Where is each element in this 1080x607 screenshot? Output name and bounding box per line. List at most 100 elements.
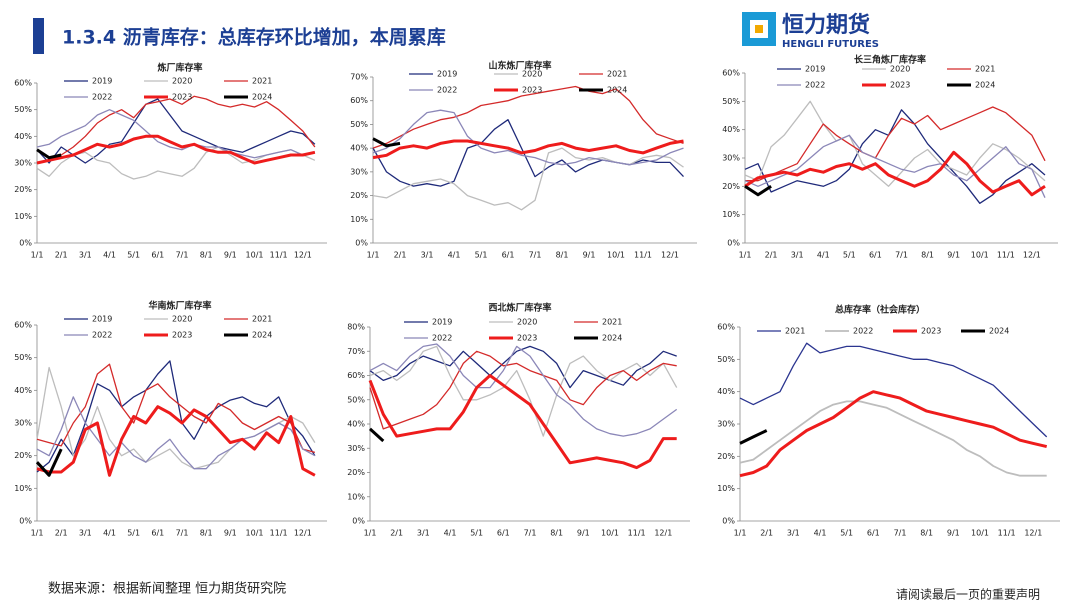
- x-tick-label: 3/1: [421, 251, 434, 260]
- x-tick-label: 1/1: [364, 529, 377, 538]
- x-tick-label: 6/1: [151, 251, 164, 260]
- x-tick-label: 3/1: [79, 251, 92, 260]
- y-tick-label: 80%: [347, 323, 365, 332]
- disclaimer: 请阅读最后一页的重要声明: [896, 587, 1040, 602]
- chart-title: 总库存率（社会库存）: [835, 304, 925, 316]
- y-tick-label: 20%: [350, 191, 368, 200]
- series-line: [36, 98, 316, 164]
- y-tick-label: 10%: [722, 210, 740, 219]
- series-line: [36, 148, 62, 160]
- legend-label: 2019: [92, 315, 112, 324]
- y-tick-label: 30%: [722, 154, 740, 163]
- x-tick-label: 6/1: [867, 529, 880, 538]
- y-tick-label: 20%: [14, 451, 32, 460]
- x-tick-label: 4/1: [814, 529, 827, 538]
- chart: 华南炼厂库存率 0% 10% 20% 30% 40% 50% 60% 1/1 2/1 3/1 4/1 5…: [14, 300, 327, 538]
- legend-label: 2022: [92, 331, 112, 340]
- legend-label: 2022: [805, 81, 825, 90]
- chart: 炼厂库存率 0% 10% 20% 30% 40% 50% 60% 1/1 2/1 3/1 4/1 5/1…: [14, 62, 327, 260]
- x-tick-label: 12/1: [294, 251, 312, 260]
- chart: 总库存率（社会库存） 0% 10% 20% 30% 40% 50% 60% 1/1 2/1 3/1 4…: [717, 304, 1060, 538]
- series-line: [372, 85, 684, 149]
- x-tick-label: 4/1: [103, 251, 116, 260]
- y-tick-label: 50%: [14, 353, 32, 362]
- y-tick-label: 60%: [14, 79, 32, 88]
- legend-label: 2021: [785, 327, 805, 336]
- y-tick-label: 40%: [14, 386, 32, 395]
- x-tick-label: 7/1: [176, 529, 189, 538]
- x-tick-label: 11/1: [628, 529, 646, 538]
- legend-label: 2022: [853, 327, 873, 336]
- series-line: [36, 396, 316, 470]
- x-tick-label: 7/1: [894, 529, 907, 538]
- series-line: [372, 137, 401, 148]
- x-tick-label: 8/1: [921, 251, 934, 260]
- y-tick-label: 20%: [722, 182, 740, 191]
- series-line: [739, 390, 1048, 478]
- x-tick-label: 6/1: [497, 529, 510, 538]
- y-tick-label: 10%: [14, 484, 32, 493]
- x-tick-label: 11/1: [998, 529, 1016, 538]
- chart: 长三角炼厂库存率 0% 10% 20% 30% 40% 50% 60% 1/1 2/1 3/1 4/1…: [722, 54, 1058, 260]
- x-tick-label: 8/1: [200, 529, 213, 538]
- logo-text: 恒力期货: [782, 12, 870, 38]
- legend-label: 2019: [432, 318, 452, 327]
- y-tick-label: 30%: [347, 444, 365, 453]
- chart-title: 炼厂库存率: [157, 62, 202, 74]
- logo: 恒力期货 HENGLI FUTURES: [742, 12, 879, 50]
- y-tick-label: 60%: [722, 69, 740, 78]
- x-tick-label: 6/1: [869, 251, 882, 260]
- x-tick-label: 9/1: [947, 251, 960, 260]
- x-tick-label: 10/1: [971, 251, 989, 260]
- series-line: [372, 139, 684, 160]
- series-line: [372, 109, 684, 166]
- x-tick-label: 1/1: [739, 251, 752, 260]
- series-line: [744, 185, 772, 197]
- y-tick-label: 20%: [717, 452, 735, 461]
- series-line: [739, 429, 768, 445]
- y-tick-label: 60%: [350, 96, 368, 105]
- x-tick-label: 8/1: [550, 529, 563, 538]
- x-tick-label: 11/1: [270, 529, 288, 538]
- x-tick-label: 5/1: [127, 251, 140, 260]
- y-tick-label: 0%: [355, 239, 368, 248]
- x-tick-label: 11/1: [634, 251, 652, 260]
- x-tick-label: 3/1: [791, 251, 804, 260]
- x-tick-label: 7/1: [895, 251, 908, 260]
- x-tick-label: 4/1: [444, 529, 457, 538]
- x-tick-label: 6/1: [502, 251, 515, 260]
- y-tick-label: 50%: [350, 120, 368, 129]
- legend-label: 2024: [989, 327, 1009, 336]
- x-tick-label: 11/1: [270, 251, 288, 260]
- series-line: [744, 150, 1046, 197]
- x-tick-label: 2/1: [55, 251, 68, 260]
- legend-label: 2020: [172, 77, 192, 86]
- chart-title: 华南炼厂库存率: [148, 300, 211, 312]
- x-tick-label: 12/1: [654, 529, 672, 538]
- y-tick-label: 40%: [722, 125, 740, 134]
- y-tick-label: 30%: [14, 419, 32, 428]
- x-tick-label: 10/1: [246, 251, 264, 260]
- logo-icon: [755, 25, 763, 33]
- legend-label: 2021: [252, 77, 272, 86]
- chart-title: 西北炼厂库存率: [488, 302, 551, 314]
- x-tick-label: 9/1: [224, 251, 237, 260]
- legend-label: 2021: [602, 318, 622, 327]
- legend-label: 2023: [890, 81, 910, 90]
- x-tick-label: 3/1: [79, 529, 92, 538]
- legend-label: 2020: [172, 315, 192, 324]
- series-line: [36, 95, 316, 164]
- x-tick-label: 8/1: [200, 251, 213, 260]
- series-line: [36, 360, 316, 473]
- y-tick-label: 70%: [350, 73, 368, 82]
- series-line: [35, 448, 63, 477]
- series-line: [739, 342, 1048, 438]
- series-line: [368, 374, 677, 470]
- x-tick-label: 7/1: [529, 251, 542, 260]
- x-tick-label: 11/1: [997, 251, 1015, 260]
- x-tick-label: 2/1: [55, 529, 68, 538]
- x-tick-label: 7/1: [524, 529, 537, 538]
- series-line: [36, 109, 316, 159]
- y-tick-label: 20%: [14, 185, 32, 194]
- x-tick-label: 4/1: [448, 251, 461, 260]
